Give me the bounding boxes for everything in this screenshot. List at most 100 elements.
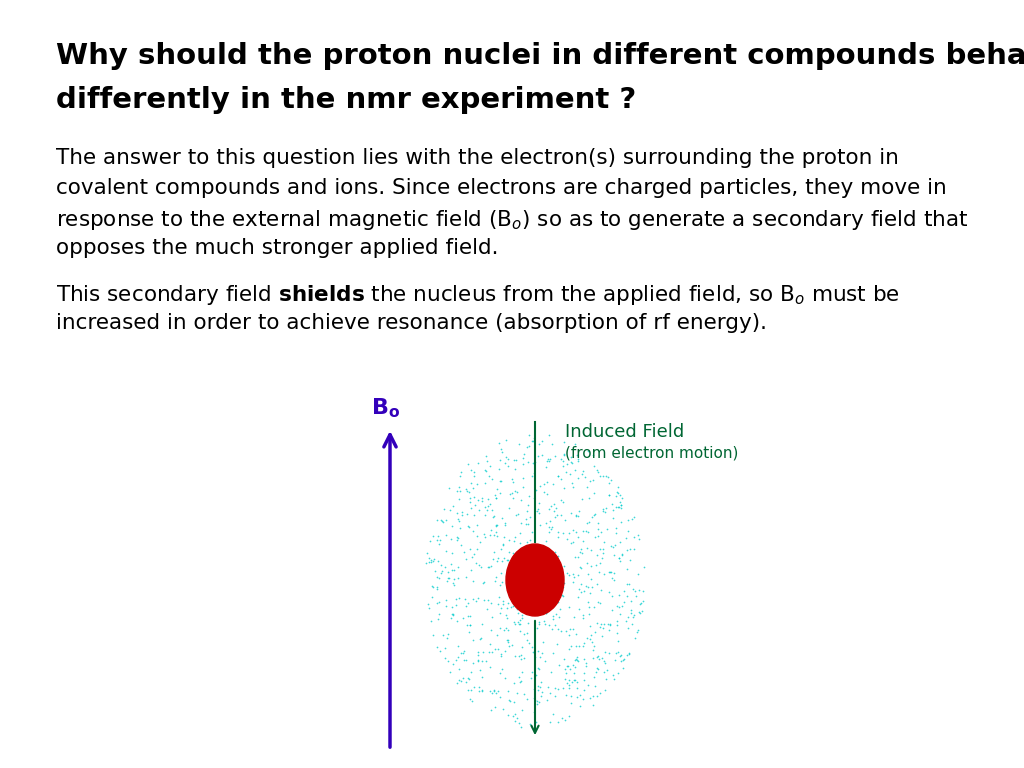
Point (495, 594, 511, 607)
Point (546, 498, 562, 510)
Point (429, 598, 445, 610)
Point (462, 619, 478, 631)
Point (611, 552, 628, 564)
Point (504, 639, 520, 651)
Point (560, 660, 577, 672)
Point (500, 685, 516, 697)
Point (438, 631, 455, 644)
Point (485, 528, 502, 541)
Point (509, 712, 525, 724)
Point (462, 666, 478, 678)
Point (589, 662, 605, 674)
Text: $\mathbf{B_o}$: $\mathbf{B_o}$ (372, 396, 400, 420)
Point (597, 657, 613, 670)
Point (449, 534, 465, 546)
Point (614, 549, 631, 561)
Point (477, 501, 494, 513)
Point (521, 490, 538, 502)
Text: opposes the much stronger applied field.: opposes the much stronger applied field. (56, 238, 499, 258)
Point (480, 492, 497, 505)
Point (608, 600, 625, 612)
Point (430, 613, 446, 625)
Point (569, 682, 586, 694)
Point (544, 623, 560, 635)
Point (423, 615, 439, 627)
Point (590, 530, 606, 542)
Point (465, 634, 481, 647)
Point (480, 594, 497, 607)
Point (555, 653, 571, 665)
Point (518, 693, 535, 705)
Point (568, 509, 585, 521)
Point (585, 699, 601, 711)
Point (550, 470, 566, 482)
Point (605, 511, 622, 524)
Point (613, 600, 630, 612)
Point (579, 632, 595, 644)
Point (507, 650, 523, 662)
Point (589, 464, 605, 476)
Point (507, 617, 523, 630)
Point (562, 640, 579, 652)
Text: (from electron motion): (from electron motion) (565, 445, 738, 460)
Point (439, 575, 456, 588)
Point (470, 684, 486, 697)
Point (434, 564, 451, 577)
Point (439, 627, 456, 640)
Point (542, 717, 558, 729)
Point (523, 526, 540, 538)
Point (572, 543, 589, 555)
Point (561, 601, 578, 614)
Point (612, 516, 629, 528)
Point (526, 651, 543, 664)
Point (585, 652, 601, 664)
Point (569, 449, 586, 461)
Point (579, 558, 595, 570)
Point (535, 564, 551, 576)
Point (554, 589, 570, 601)
Point (607, 647, 624, 659)
Point (553, 453, 569, 465)
Point (502, 694, 518, 706)
Point (554, 459, 570, 472)
Point (458, 654, 474, 666)
Point (519, 441, 536, 453)
Point (446, 564, 463, 577)
Point (500, 460, 516, 472)
Point (520, 456, 537, 468)
Point (435, 516, 452, 528)
Point (515, 472, 531, 484)
Point (504, 571, 520, 584)
Point (487, 519, 504, 531)
Point (456, 611, 472, 624)
Point (563, 457, 580, 469)
Point (455, 647, 471, 660)
Point (482, 660, 499, 673)
Point (631, 606, 647, 618)
Point (571, 689, 588, 701)
Point (474, 670, 490, 683)
Point (488, 492, 505, 504)
Point (465, 594, 481, 606)
Point (591, 653, 607, 665)
Point (590, 650, 606, 662)
Point (541, 556, 557, 568)
Point (431, 595, 447, 607)
Point (569, 472, 586, 485)
Point (489, 552, 506, 564)
Point (539, 475, 555, 488)
Point (458, 676, 474, 688)
Point (569, 551, 586, 563)
Point (492, 667, 508, 679)
Point (587, 531, 603, 543)
Point (540, 584, 556, 596)
Point (505, 546, 521, 558)
Point (489, 685, 506, 697)
Point (467, 498, 483, 511)
Point (585, 474, 601, 486)
Point (555, 495, 571, 508)
Point (586, 487, 602, 499)
Point (499, 634, 515, 647)
Point (579, 542, 595, 554)
Point (610, 487, 627, 499)
